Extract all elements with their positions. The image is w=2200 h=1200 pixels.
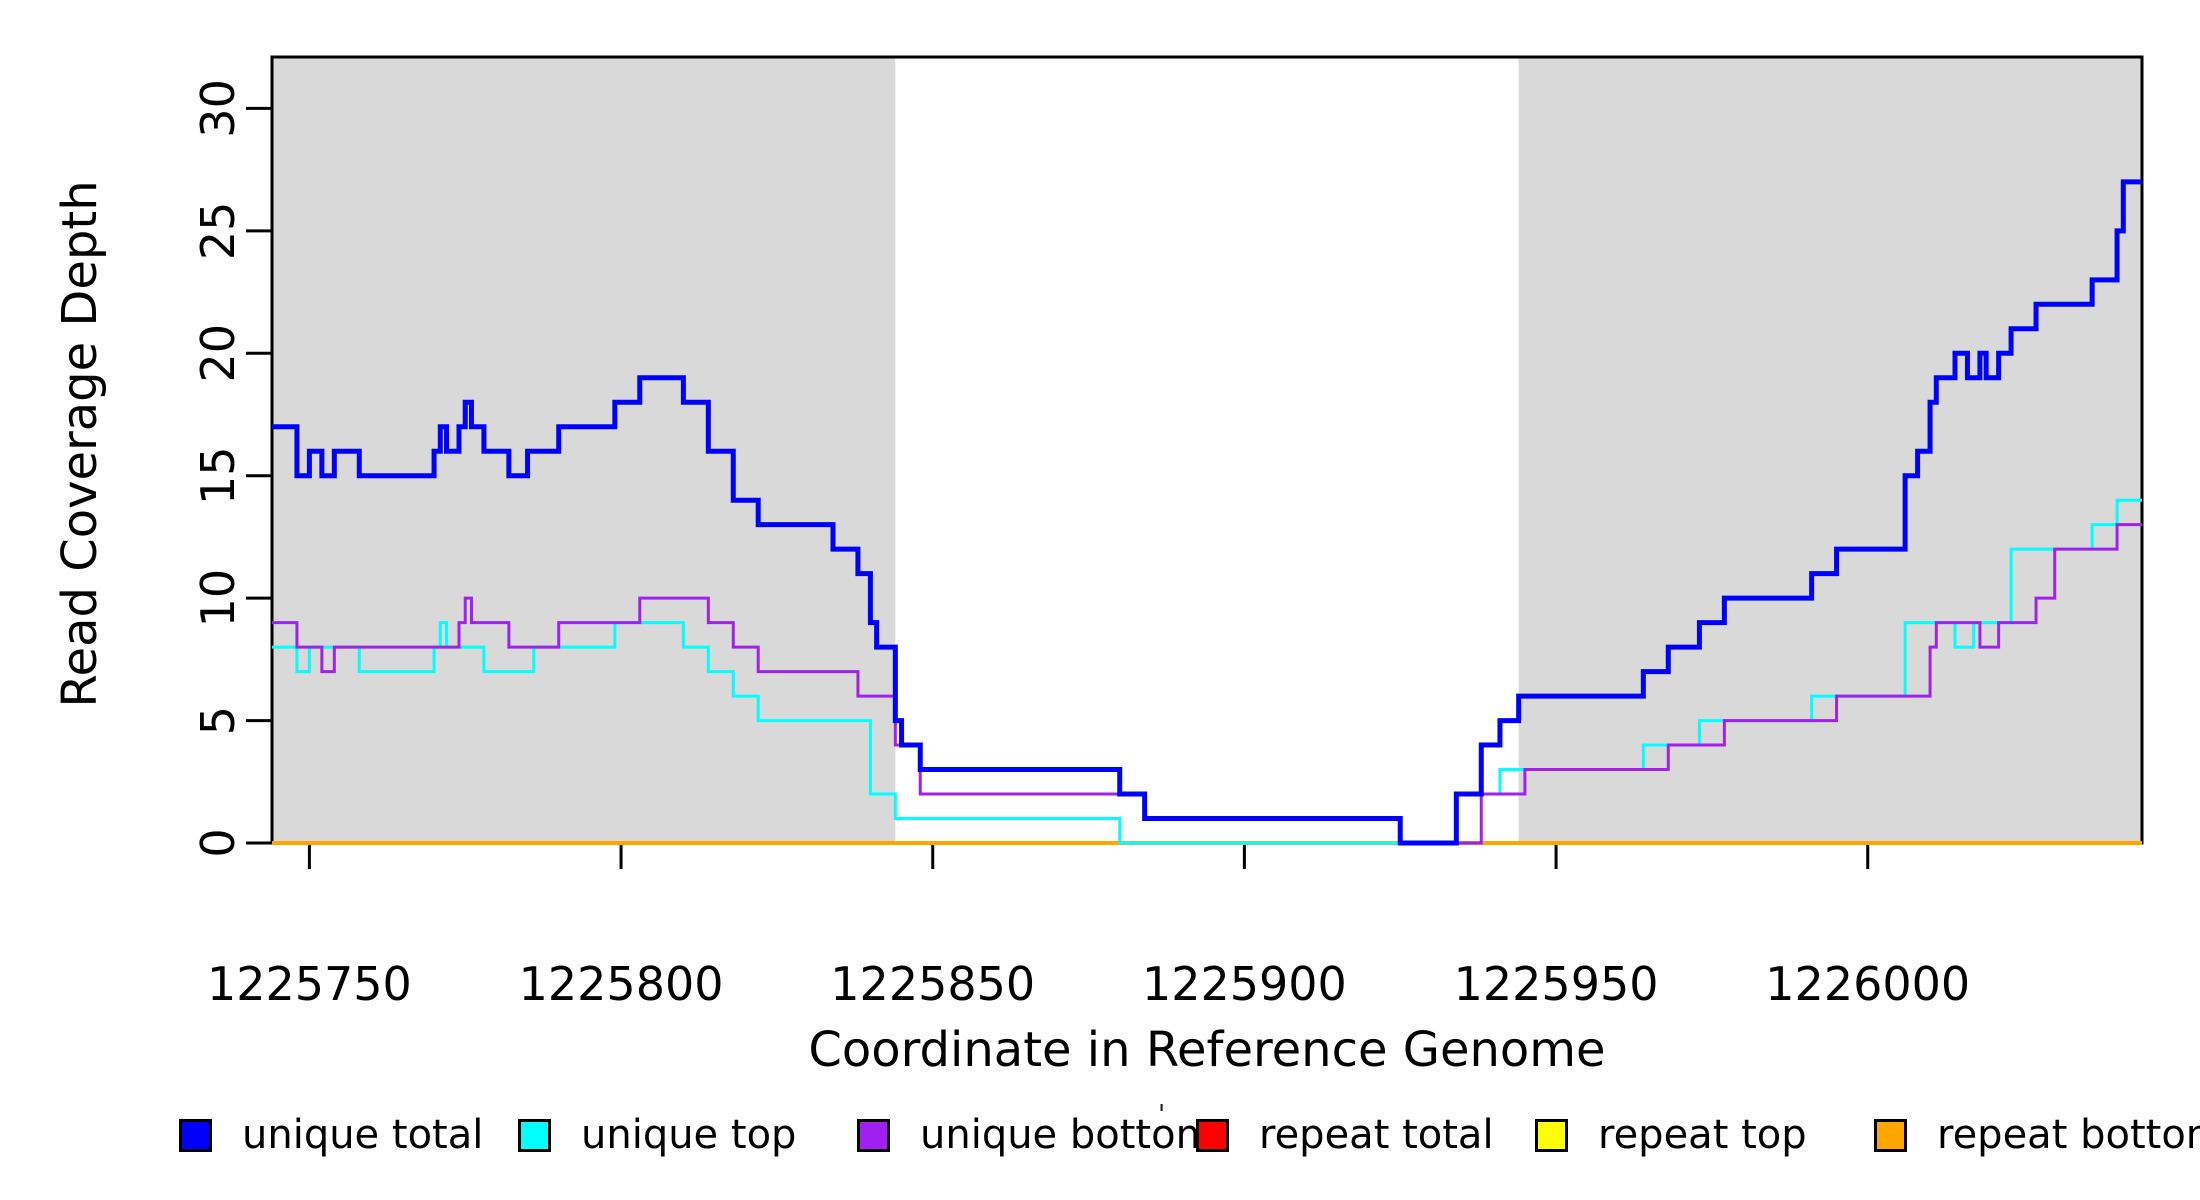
y-axis: 0 5 10 15 20 25 30 bbox=[191, 79, 272, 858]
y-tick-label: 15 bbox=[191, 446, 245, 505]
y-tick-label: 10 bbox=[191, 569, 245, 628]
x-tick-label: 1226000 bbox=[1765, 957, 1970, 1011]
shaded-region bbox=[272, 57, 896, 843]
series-group bbox=[272, 179, 2142, 846]
series-unique-top bbox=[272, 498, 2142, 845]
y-axis-title: Read Coverage Depth bbox=[52, 180, 108, 708]
y-tick-label: 0 bbox=[191, 828, 245, 857]
y-tick-label: 20 bbox=[191, 324, 245, 383]
x-axis: 1225750 1225800 1225850 1225900 1225950 12260… bbox=[207, 843, 1970, 1011]
x-tick-label: 1225750 bbox=[207, 957, 412, 1011]
x-tick-label: 1225950 bbox=[1454, 957, 1659, 1011]
y-tick-label: 5 bbox=[191, 706, 245, 735]
x-tick-label: 1225900 bbox=[1142, 957, 1347, 1011]
series-unique-total bbox=[272, 179, 2142, 846]
x-axis-title: Coordinate in Reference Genome bbox=[808, 1022, 1606, 1078]
shaded-regions bbox=[272, 57, 2142, 843]
stray-mark: ' bbox=[1158, 1100, 1166, 1130]
x-tick-label: 1225850 bbox=[830, 957, 1035, 1011]
y-tick-label: 25 bbox=[191, 202, 245, 261]
y-tick-label: 30 bbox=[191, 79, 245, 138]
x-tick-label: 1225800 bbox=[519, 957, 724, 1011]
shaded-region bbox=[1518, 57, 2142, 843]
